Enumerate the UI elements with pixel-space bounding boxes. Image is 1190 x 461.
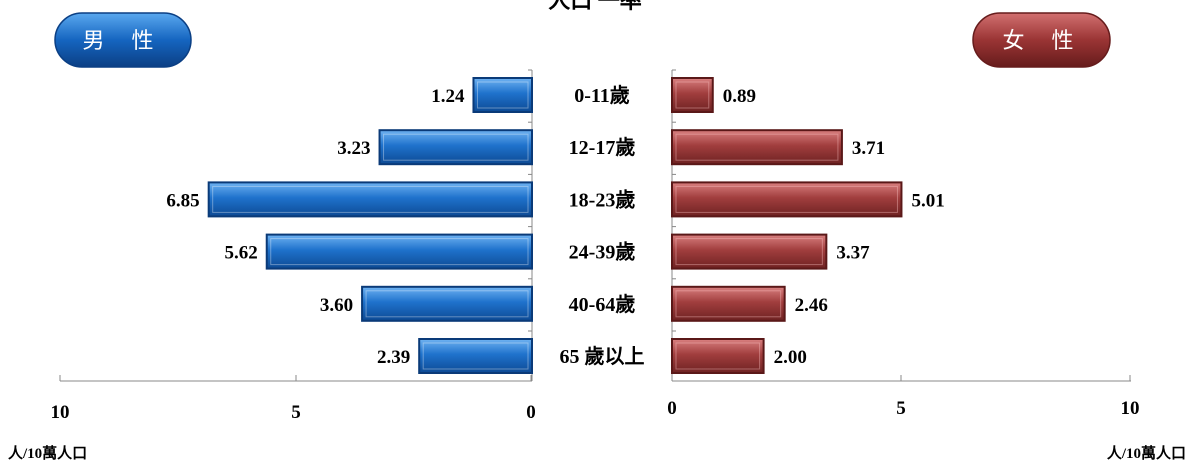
male-bar-highlight-3 — [270, 238, 529, 266]
left-tick-5: 5 — [291, 402, 301, 423]
female-value-label-3: 3.37 — [836, 243, 870, 264]
male-value-label-4: 3.60 — [320, 295, 353, 316]
male-value-label-5: 2.39 — [377, 347, 410, 368]
legend-male-label: 男 性 — [83, 29, 164, 54]
male-value-label-0: 1.24 — [431, 86, 465, 107]
female-bar-2 — [671, 181, 903, 218]
category-label-3: 24-39歲 — [569, 240, 636, 264]
female-bar-highlight-3 — [675, 238, 823, 266]
legend-female: 女 性 — [972, 12, 1111, 68]
female-value-label-2: 5.01 — [911, 190, 944, 211]
female-value-label-4: 2.46 — [795, 295, 828, 316]
male-bar-highlight-0 — [476, 81, 529, 109]
female-bar-highlight-2 — [675, 185, 898, 213]
category-label-0: 0-11歲 — [574, 83, 630, 107]
category-label-1: 12-17歲 — [569, 135, 636, 159]
category-label-2: 18-23歲 — [569, 187, 636, 211]
male-bar-1 — [378, 129, 533, 166]
legend-male: 男 性 — [54, 12, 192, 68]
legend-female-label: 女 性 — [1003, 29, 1084, 54]
male-bar-highlight-4 — [365, 290, 529, 318]
left-tick-0: 0 — [526, 402, 536, 423]
female-bar-highlight-5 — [675, 342, 761, 370]
left-axis-unit: 人/10萬人口 — [8, 444, 87, 461]
male-bar-2 — [207, 181, 533, 218]
left-axis — [60, 70, 533, 382]
right-axis-unit: 人/10萬人口 — [1107, 444, 1186, 461]
female-value-label-1: 3.71 — [852, 138, 885, 159]
female-value-label-0: 0.89 — [723, 86, 756, 107]
female-bar-highlight-1 — [675, 133, 839, 161]
male-value-label-2: 6.85 — [166, 190, 199, 211]
male-bar-3 — [265, 233, 533, 270]
female-bar-4 — [671, 285, 786, 322]
female-bar-3 — [671, 233, 828, 270]
category-label-5: 65 歲以上 — [560, 344, 645, 368]
left-tick-10: 10 — [51, 402, 70, 423]
right-tick-10: 10 — [1121, 398, 1140, 419]
category-label-4: 40-64歲 — [569, 292, 636, 316]
female-bar-highlight-4 — [675, 290, 782, 318]
female-bar-5 — [671, 338, 765, 374]
male-bar-0 — [472, 77, 533, 113]
male-bar-highlight-5 — [422, 342, 529, 370]
chart-title-fragment: 人口 一率 — [548, 0, 642, 13]
male-value-label-1: 3.23 — [337, 138, 370, 159]
right-axis — [671, 70, 1131, 382]
male-bar-4 — [361, 285, 533, 322]
female-value-label-5: 2.00 — [774, 347, 807, 368]
female-bar-0 — [671, 77, 714, 113]
right-tick-5: 5 — [896, 398, 906, 419]
female-bar-1 — [671, 129, 843, 166]
male-bar-highlight-2 — [212, 185, 529, 213]
male-value-label-3: 5.62 — [224, 243, 257, 264]
female-bar-highlight-0 — [675, 81, 710, 109]
right-tick-0: 0 — [667, 398, 677, 419]
male-bar-highlight-1 — [383, 133, 529, 161]
male-bar-5 — [418, 338, 533, 374]
